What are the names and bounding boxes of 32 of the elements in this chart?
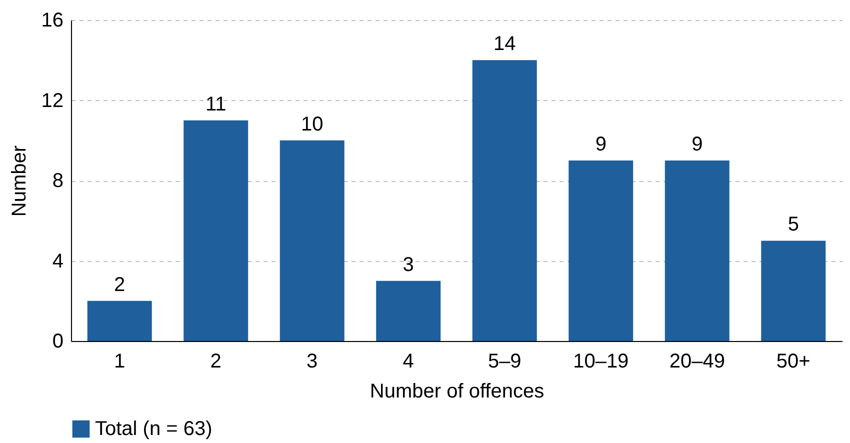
x-tick-label: 1 <box>114 350 126 372</box>
y-axis-title: Number <box>8 145 30 217</box>
y-tick-label: 4 <box>52 250 64 272</box>
data-label: 11 <box>205 93 226 116</box>
data-label: 9 <box>595 133 606 156</box>
x-tick-label: 50+ <box>776 350 810 372</box>
data-label: 3 <box>402 254 414 276</box>
y-tick-label: 12 <box>41 90 64 112</box>
legend-label: Total (n = 63) <box>95 418 212 440</box>
y-tick-label: 8 <box>52 170 64 192</box>
bar <box>472 60 537 341</box>
data-label: 9 <box>692 133 703 156</box>
bar <box>568 160 634 341</box>
x-tick-label: 4 <box>402 350 414 372</box>
data-label: 10 <box>300 113 324 136</box>
bar <box>87 300 152 341</box>
data-label: 2 <box>114 274 126 296</box>
bar <box>184 120 248 341</box>
x-tick-label: 20–49 <box>669 350 725 372</box>
data-label: 5 <box>788 214 799 236</box>
data-label: 14 <box>494 33 516 56</box>
bar <box>761 240 826 341</box>
x-tick-label: 3 <box>306 350 318 372</box>
x-tick-label: 5–9 <box>488 350 522 372</box>
x-tick-label: 10–19 <box>573 350 629 372</box>
bar <box>376 280 441 341</box>
bar <box>664 160 730 341</box>
bar <box>280 140 344 341</box>
x-axis-title: Number of offences <box>370 380 544 402</box>
y-tick-label: 0 <box>52 330 64 352</box>
x-tick-label: 2 <box>210 350 222 372</box>
y-tick-label: 16 <box>41 10 64 32</box>
